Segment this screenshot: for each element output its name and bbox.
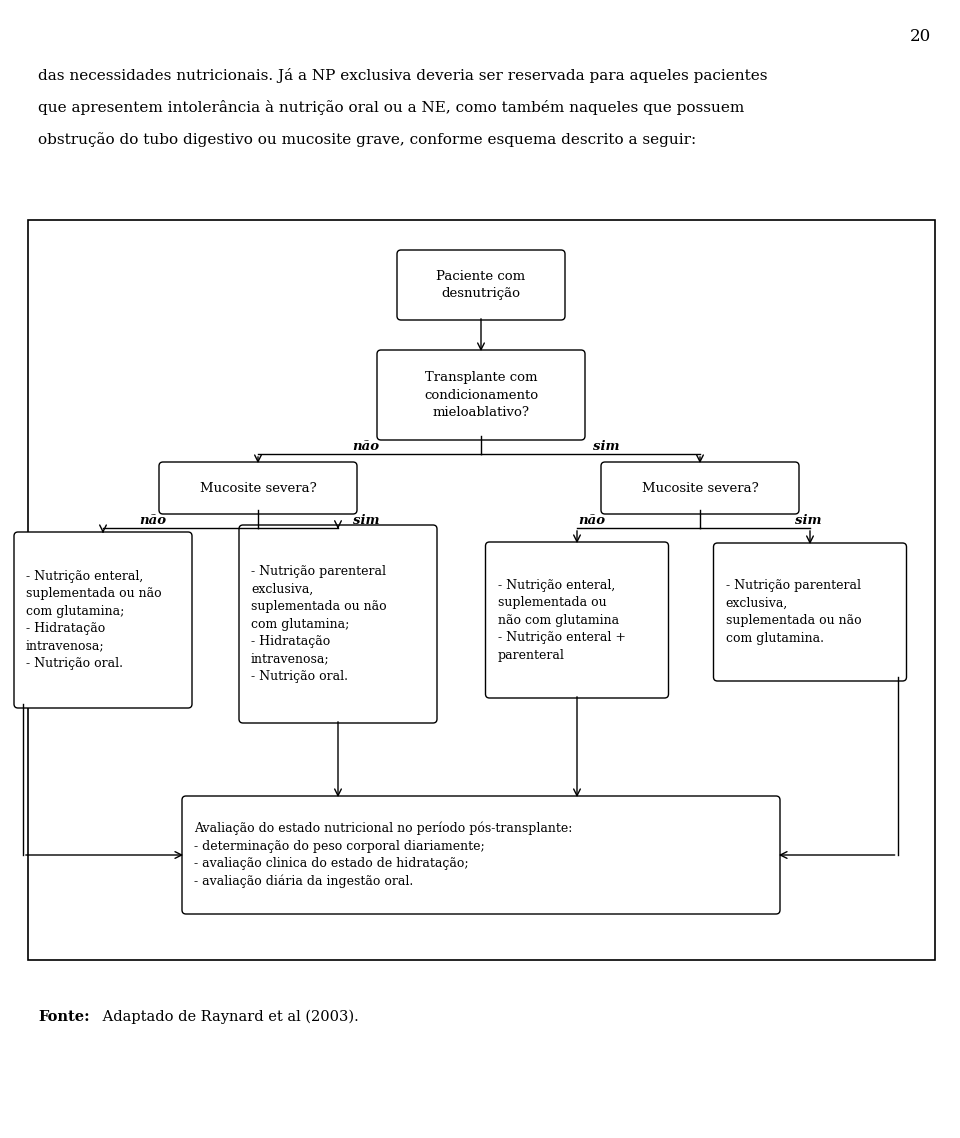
- FancyBboxPatch shape: [397, 250, 565, 320]
- Text: não: não: [579, 513, 606, 527]
- FancyBboxPatch shape: [239, 525, 437, 723]
- FancyBboxPatch shape: [377, 351, 585, 440]
- Text: sim: sim: [795, 513, 821, 527]
- Text: obstrução do tubo digestivo ou mucosite grave, conforme esquema descrito a segui: obstrução do tubo digestivo ou mucosite …: [38, 132, 696, 147]
- Text: sim: sim: [592, 439, 619, 453]
- FancyBboxPatch shape: [486, 542, 668, 698]
- Text: Paciente com
desnutrição: Paciente com desnutrição: [437, 270, 525, 300]
- FancyBboxPatch shape: [14, 531, 192, 708]
- Text: Avaliação do estado nutricional no período pós-transplante:
- determinação do pe: Avaliação do estado nutricional no perío…: [194, 822, 572, 889]
- Text: das necessidades nutricionais. Já a NP exclusiva deveria ser reservada para aque: das necessidades nutricionais. Já a NP e…: [38, 68, 767, 83]
- Text: Mucosite severa?: Mucosite severa?: [200, 481, 317, 495]
- Text: - Nutrição enteral,
suplementada ou
não com glutamina
- Nutrição enteral +
paren: - Nutrição enteral, suplementada ou não …: [497, 578, 626, 661]
- Text: Mucosite severa?: Mucosite severa?: [641, 481, 758, 495]
- Text: - Nutrição enteral,
suplementada ou não
com glutamina;
- Hidratação
intravenosa;: - Nutrição enteral, suplementada ou não …: [26, 570, 161, 670]
- Text: 20: 20: [909, 28, 930, 46]
- Text: Transplante com
condicionamento
mieloablativo?: Transplante com condicionamento mieloabl…: [424, 371, 538, 419]
- Text: que apresentem intolerância à nutrição oral ou a NE, como também naqueles que po: que apresentem intolerância à nutrição o…: [38, 100, 744, 115]
- Text: sim: sim: [352, 513, 379, 527]
- Text: Adaptado de Raynard et al (2003).: Adaptado de Raynard et al (2003).: [98, 1011, 359, 1024]
- Text: não: não: [139, 513, 167, 527]
- FancyBboxPatch shape: [601, 462, 799, 514]
- FancyBboxPatch shape: [182, 795, 780, 914]
- Text: - Nutrição parenteral
exclusiva,
suplementada ou não
com glutamina.: - Nutrição parenteral exclusiva, supleme…: [726, 579, 861, 645]
- FancyBboxPatch shape: [713, 543, 906, 681]
- Text: não: não: [352, 439, 379, 453]
- FancyBboxPatch shape: [159, 462, 357, 514]
- Text: - Nutrição parenteral
exclusiva,
suplementada ou não
com glutamina;
- Hidratação: - Nutrição parenteral exclusiva, supleme…: [251, 564, 387, 683]
- Text: Fonte:: Fonte:: [38, 1011, 89, 1024]
- FancyBboxPatch shape: [28, 220, 935, 960]
